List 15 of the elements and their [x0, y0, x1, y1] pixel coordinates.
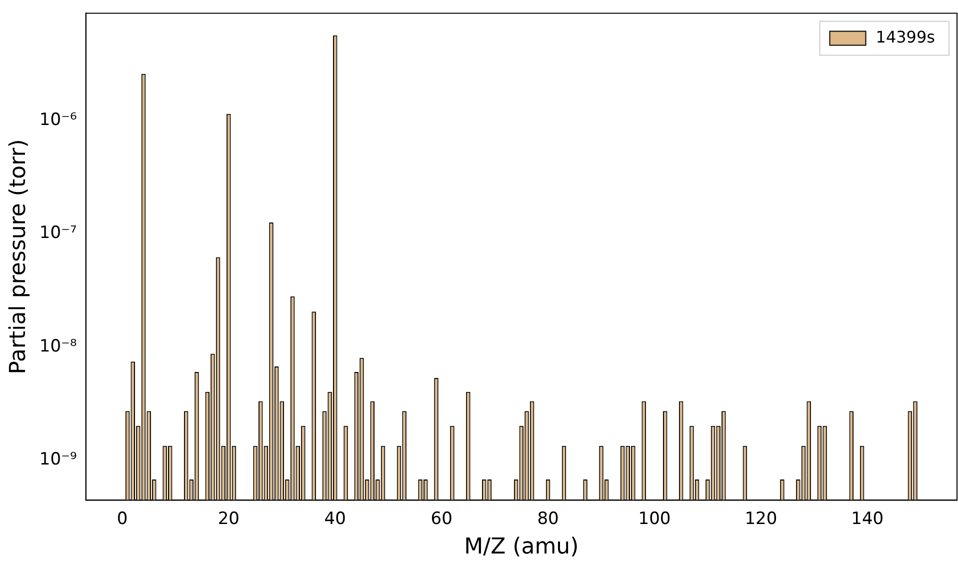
x-tick-label: 60	[430, 508, 452, 529]
legend-label: 14399s	[876, 27, 935, 46]
y-tick-label: 10⁻⁹	[39, 449, 78, 470]
x-tick-label: 20	[218, 508, 240, 529]
x-tick-label: 140	[851, 508, 884, 529]
x-tick-label: 40	[324, 508, 346, 529]
x-tick-label: 100	[638, 508, 671, 529]
y-tick-label: 10⁻⁷	[39, 223, 78, 244]
x-tick-label: 0	[116, 508, 128, 529]
x-tick-label: 120	[744, 508, 778, 529]
y-axis-title: Partial pressure (torr)	[6, 139, 31, 374]
y-tick-label: 10⁻⁶	[39, 110, 78, 130]
x-axis-title: M/Z (amu)	[464, 534, 579, 560]
y-tick-label: 10⁻⁸	[39, 336, 78, 356]
x-tick-label: 80	[537, 508, 559, 529]
